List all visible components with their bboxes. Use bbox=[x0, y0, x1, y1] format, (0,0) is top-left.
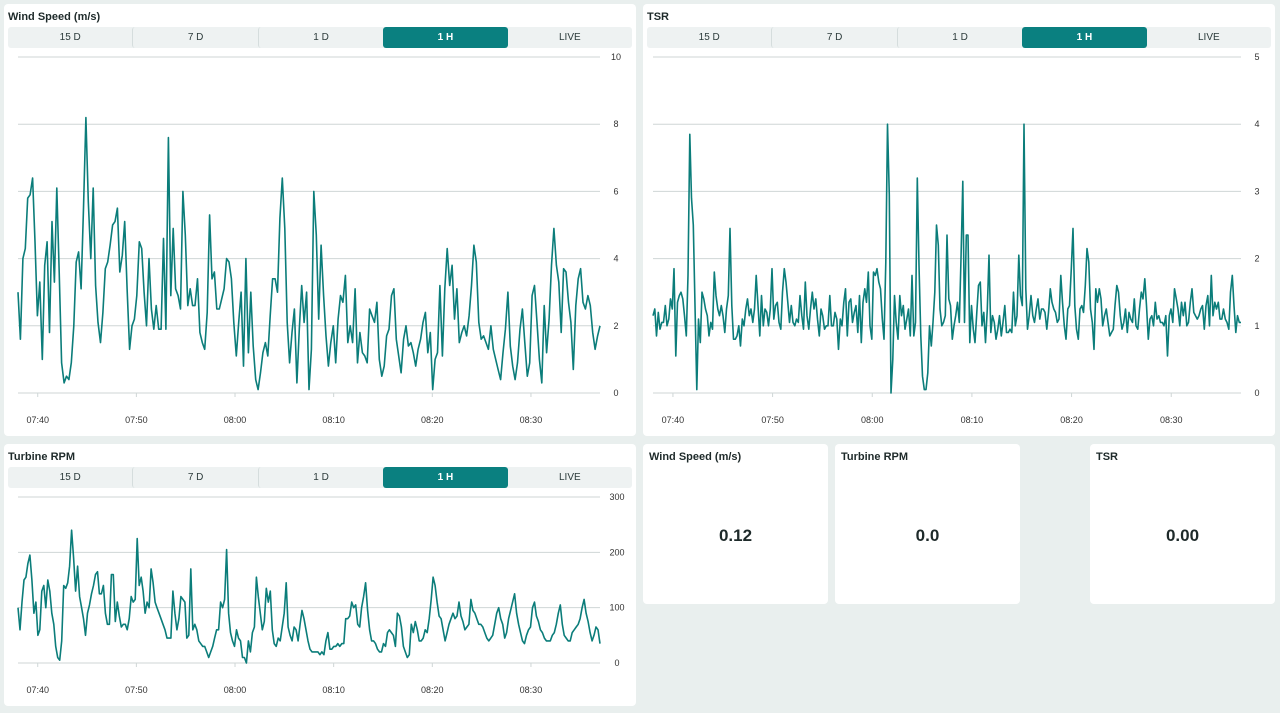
y-tick-label: 300 bbox=[609, 492, 624, 502]
tab-15d[interactable]: 15 D bbox=[59, 472, 81, 483]
tab-15d[interactable]: 15 D bbox=[59, 32, 81, 43]
x-tick-label: 08:10 bbox=[322, 415, 345, 425]
value-card-label: Wind Speed (m/s) bbox=[649, 451, 742, 463]
x-tick-label: 08:20 bbox=[421, 685, 444, 695]
tab-7d[interactable]: 7 D bbox=[132, 467, 257, 488]
tab-1d[interactable]: 1 D bbox=[257, 467, 383, 488]
tab-live[interactable]: LIVE bbox=[1197, 32, 1220, 43]
tab-7d[interactable]: 7 D bbox=[771, 27, 896, 48]
wind-speed-value: 0.12 bbox=[718, 526, 753, 545]
x-tick-label: 07:50 bbox=[761, 415, 784, 425]
wind-speed-title: Wind Speed (m/s) bbox=[8, 11, 101, 23]
tsr-chart: 0 1 2 3 4 5 07:40 07:50 08:00 08:10 08:20 08:30 bbox=[652, 52, 1260, 425]
tsr-title: TSR bbox=[647, 11, 669, 23]
y-tick-label: 100 bbox=[609, 603, 624, 613]
y-tick-label: 0 bbox=[1254, 388, 1259, 398]
turbine-rpm-panel: Turbine RPM 15 D 7 D 1 D 1 H LIVE 0 100 20… bbox=[4, 444, 636, 706]
series-line bbox=[652, 123, 1241, 394]
tab-1h[interactable]: 1 H bbox=[383, 27, 508, 48]
series-line bbox=[17, 529, 601, 664]
x-tick-label: 08:20 bbox=[1060, 415, 1083, 425]
tab-1d[interactable]: 1 D bbox=[257, 27, 383, 48]
y-tick-label: 2 bbox=[1254, 254, 1259, 264]
y-tick-label: 3 bbox=[1254, 186, 1259, 196]
x-tick-label: 08:10 bbox=[961, 415, 984, 425]
x-tick-label: 08:20 bbox=[421, 415, 444, 425]
x-tick-label: 07:40 bbox=[662, 415, 685, 425]
turbine-rpm-value: 0.0 bbox=[915, 526, 940, 545]
tsr-value: 0.00 bbox=[1165, 526, 1200, 545]
x-tick-label: 08:00 bbox=[861, 415, 884, 425]
tab-7d[interactable]: 7 D bbox=[132, 27, 257, 48]
y-tick-label: 0 bbox=[613, 388, 618, 398]
value-card-label: Turbine RPM bbox=[841, 451, 909, 463]
y-tick-label: 10 bbox=[611, 52, 621, 62]
x-tick-label: 08:30 bbox=[520, 415, 543, 425]
y-tick-label: 4 bbox=[1254, 119, 1259, 129]
x-tick-label: 07:40 bbox=[26, 685, 49, 695]
tab-15d[interactable]: 15 D bbox=[698, 32, 720, 43]
x-tick-label: 08:30 bbox=[520, 685, 543, 695]
y-tick-label: 200 bbox=[609, 547, 624, 557]
turbine-rpm-range-tabs: 15 D 7 D 1 D 1 H LIVE bbox=[8, 467, 632, 488]
wind-speed-chart: 0 2 4 6 8 10 07:40 07:50 08:00 08:10 08:20 08:30 bbox=[17, 52, 621, 425]
x-tick-label: 08:10 bbox=[322, 685, 345, 695]
y-tick-label: 2 bbox=[613, 321, 618, 331]
tab-live[interactable]: LIVE bbox=[558, 472, 581, 483]
turbine-rpm-title: Turbine RPM bbox=[8, 451, 76, 463]
x-tick-label: 08:00 bbox=[224, 685, 247, 695]
y-tick-label: 8 bbox=[613, 119, 618, 129]
x-tick-label: 07:40 bbox=[26, 415, 49, 425]
wind-speed-range-tabs: 15 D 7 D 1 D 1 H LIVE bbox=[8, 27, 632, 48]
wind-speed-panel: Wind Speed (m/s) 15 D 7 D 1 D 1 H LIVE 0… bbox=[4, 4, 636, 436]
wind-speed-value-card: Wind Speed (m/s) 0.12 bbox=[643, 444, 828, 604]
x-tick-label: 08:00 bbox=[224, 415, 247, 425]
tab-1h[interactable]: 1 H bbox=[1022, 27, 1147, 48]
y-tick-label: 4 bbox=[613, 254, 618, 264]
y-tick-label: 1 bbox=[1254, 321, 1259, 331]
tab-1h[interactable]: 1 H bbox=[383, 467, 508, 488]
x-tick-label: 07:50 bbox=[125, 415, 148, 425]
series-line bbox=[17, 116, 601, 391]
tsr-value-card: TSR 0.00 bbox=[1090, 444, 1275, 604]
x-tick-label: 07:50 bbox=[125, 685, 148, 695]
turbine-rpm-chart: 0 100 200 300 07:40 07:50 08:00 08:10 08:20 08:30 bbox=[17, 492, 625, 695]
turbine-rpm-value-card: Turbine RPM 0.0 bbox=[835, 444, 1020, 604]
y-tick-label: 5 bbox=[1254, 52, 1259, 62]
x-tick-label: 08:30 bbox=[1160, 415, 1183, 425]
tsr-panel: TSR 15 D 7 D 1 D 1 H LIVE 0 1 2 3 4 5 07:40 07:… bbox=[643, 4, 1275, 436]
tab-1d[interactable]: 1 D bbox=[896, 27, 1022, 48]
y-tick-label: 0 bbox=[614, 658, 619, 668]
tab-live[interactable]: LIVE bbox=[558, 32, 581, 43]
y-tick-label: 6 bbox=[613, 186, 618, 196]
tsr-range-tabs: 15 D 7 D 1 D 1 H LIVE bbox=[647, 27, 1271, 48]
value-card-label: TSR bbox=[1096, 451, 1118, 463]
